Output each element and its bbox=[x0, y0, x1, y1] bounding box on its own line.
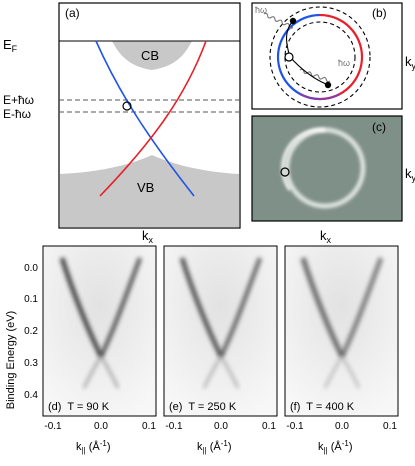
d-xtick-1: 0.0 bbox=[94, 421, 108, 432]
arpes-panel-e-label: (e) T = 250 K bbox=[169, 401, 237, 413]
arpes-f-right-branch bbox=[339, 257, 384, 358]
arpes-e-lower-right bbox=[219, 355, 240, 389]
fermi-ring-bright-arc bbox=[281, 128, 326, 191]
probe-point-c bbox=[280, 167, 290, 177]
arpes-panel-d-frame bbox=[42, 245, 157, 417]
d-xtick-2: 0.1 bbox=[142, 421, 156, 432]
panel-c-label: (c) bbox=[372, 120, 386, 134]
arpes-panel-d: (d) T = 90 K bbox=[42, 245, 157, 417]
f-xtick-2: 0.1 bbox=[383, 421, 397, 432]
x-tick-labels: -0.1 0.0 0.1 -0.1 0.0 0.1 -0.1 0.0 0.1 bbox=[44, 421, 397, 432]
y-tick-1: 0.1 bbox=[24, 294, 38, 305]
panel-a: (a) CB VB EF E+ħω E-ħω kx bbox=[3, 2, 241, 245]
arpes-d-left-branch bbox=[59, 257, 104, 358]
vb-label: VB bbox=[137, 180, 154, 195]
arpes-panel-e-bg bbox=[164, 246, 277, 416]
e-xtick-0: -0.1 bbox=[165, 421, 183, 432]
cb-label: CB bbox=[141, 48, 159, 63]
valence-band-area bbox=[60, 155, 239, 227]
arpes-y-axis-label: Binding Energy (eV) bbox=[5, 311, 17, 409]
arpes-d-lower-left bbox=[82, 355, 103, 389]
panel-c-kx-label: kx bbox=[320, 228, 332, 245]
arpes-panel-f-bg bbox=[285, 246, 398, 416]
arpes-panel-f: (f) T = 400 K bbox=[284, 245, 399, 417]
photon-label-right: ħω bbox=[338, 58, 350, 68]
purple-contour bbox=[299, 93, 341, 101]
y-tick-0: 0.0 bbox=[24, 263, 38, 274]
f-xlabel: k|| (Å-1) bbox=[318, 439, 353, 455]
arpes-f-lower-right bbox=[340, 355, 361, 389]
electron-top bbox=[289, 17, 297, 25]
e-xlabel: k|| (Å-1) bbox=[197, 439, 232, 455]
arpes-panel-f-frame bbox=[284, 245, 399, 417]
arpes-panel-e-frame bbox=[163, 245, 278, 417]
photon-label-top: ħω bbox=[255, 5, 267, 15]
x-axis-labels: k|| (Å-1) k|| (Å-1) k|| (Å-1) bbox=[76, 439, 353, 455]
panel-a-label: (a) bbox=[65, 6, 80, 20]
lower-level-label: E-ħω bbox=[3, 107, 31, 121]
f-xtick-1: 0.0 bbox=[335, 421, 349, 432]
arpes-d-right-branch bbox=[98, 257, 143, 358]
panel-b-ky-label: ky bbox=[405, 54, 415, 71]
e-xtick-2: 0.1 bbox=[262, 421, 276, 432]
arpes-panel-d-label: (d) T = 90 K bbox=[48, 401, 110, 413]
panel-b-label: (b) bbox=[372, 6, 387, 20]
d-xlabel: k|| (Å-1) bbox=[76, 439, 111, 455]
y-tick-3: 0.3 bbox=[24, 358, 38, 369]
probe-point-marker bbox=[122, 101, 132, 111]
arpes-e-lower-left bbox=[202, 355, 223, 389]
outer-dashed-circle bbox=[269, 6, 371, 108]
conduction-band-area bbox=[112, 41, 192, 70]
y-tick-labels: 0.0 0.1 0.2 0.3 0.4 bbox=[24, 263, 38, 401]
photon-wiggle-right bbox=[299, 68, 331, 83]
y-tick-4: 0.4 bbox=[24, 390, 38, 401]
arpes-e-left-branch bbox=[179, 257, 224, 358]
electron-bottom bbox=[324, 81, 332, 89]
arpes-d-lower-right bbox=[99, 355, 120, 389]
arpes-f-lower-left bbox=[323, 355, 344, 389]
arpes-panel-d-bg bbox=[43, 246, 156, 416]
probe-point-b bbox=[284, 52, 294, 62]
inner-dashed-circle bbox=[284, 21, 356, 93]
arpes-panel-f-label: (f) T = 400 K bbox=[290, 401, 355, 413]
upper-level-label: E+ħω bbox=[3, 93, 34, 107]
d-xtick-0: -0.1 bbox=[44, 421, 62, 432]
f-xtick-0: -0.1 bbox=[286, 421, 304, 432]
fermi-level-label: EF bbox=[3, 37, 18, 54]
panel-a-kx-label: kx bbox=[142, 228, 154, 245]
arpes-section: Binding Energy (eV) 0.0 0.1 0.2 0.3 0.4 … bbox=[5, 245, 399, 455]
blue-dispersion bbox=[95, 40, 195, 197]
panel-b: ħω ħω (b) ky bbox=[251, 2, 415, 110]
e-xtick-1: 0.0 bbox=[214, 421, 228, 432]
arpes-f-left-branch bbox=[300, 257, 345, 358]
y-tick-2: 0.2 bbox=[24, 326, 38, 337]
panel-c-ky-label: ky bbox=[405, 166, 415, 183]
panel-c: (c) ky kx bbox=[251, 115, 415, 245]
arpes-e-right-branch bbox=[218, 257, 263, 358]
red-dispersion bbox=[99, 40, 207, 197]
photon-wiggle-top bbox=[263, 12, 294, 29]
arpes-panel-e: (e) T = 250 K bbox=[163, 245, 278, 417]
